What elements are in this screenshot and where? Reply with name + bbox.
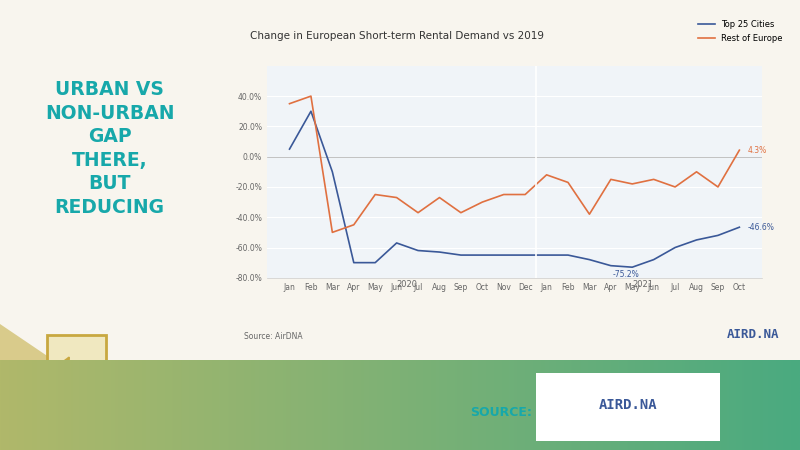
Text: Rental
Scale-Up: Rental Scale-Up <box>114 363 166 384</box>
Text: Change in European Short-term Rental Demand vs 2019: Change in European Short-term Rental Dem… <box>250 31 544 40</box>
Text: -46.6%: -46.6% <box>748 223 775 232</box>
Text: URBAN VS
NON-URBAN
GAP
THERE,
BUT
REDUCING: URBAN VS NON-URBAN GAP THERE, BUT REDUCI… <box>45 80 174 217</box>
Text: 2021: 2021 <box>633 280 654 289</box>
FancyBboxPatch shape <box>50 377 75 408</box>
FancyBboxPatch shape <box>536 373 720 441</box>
Text: Source: AirDNA: Source: AirDNA <box>244 333 303 342</box>
Text: -75.2%: -75.2% <box>613 270 639 279</box>
Polygon shape <box>0 369 121 450</box>
Text: AIRD.NA: AIRD.NA <box>726 328 779 342</box>
Legend: Top 25 Cities, Rest of Europe: Top 25 Cities, Rest of Europe <box>694 17 786 46</box>
Text: AIRD.NA: AIRD.NA <box>598 398 658 412</box>
Text: 2020: 2020 <box>397 280 418 289</box>
Text: 4.3%: 4.3% <box>748 146 767 155</box>
FancyBboxPatch shape <box>47 335 106 412</box>
Polygon shape <box>0 324 186 450</box>
Text: SOURCE:: SOURCE: <box>470 406 532 419</box>
